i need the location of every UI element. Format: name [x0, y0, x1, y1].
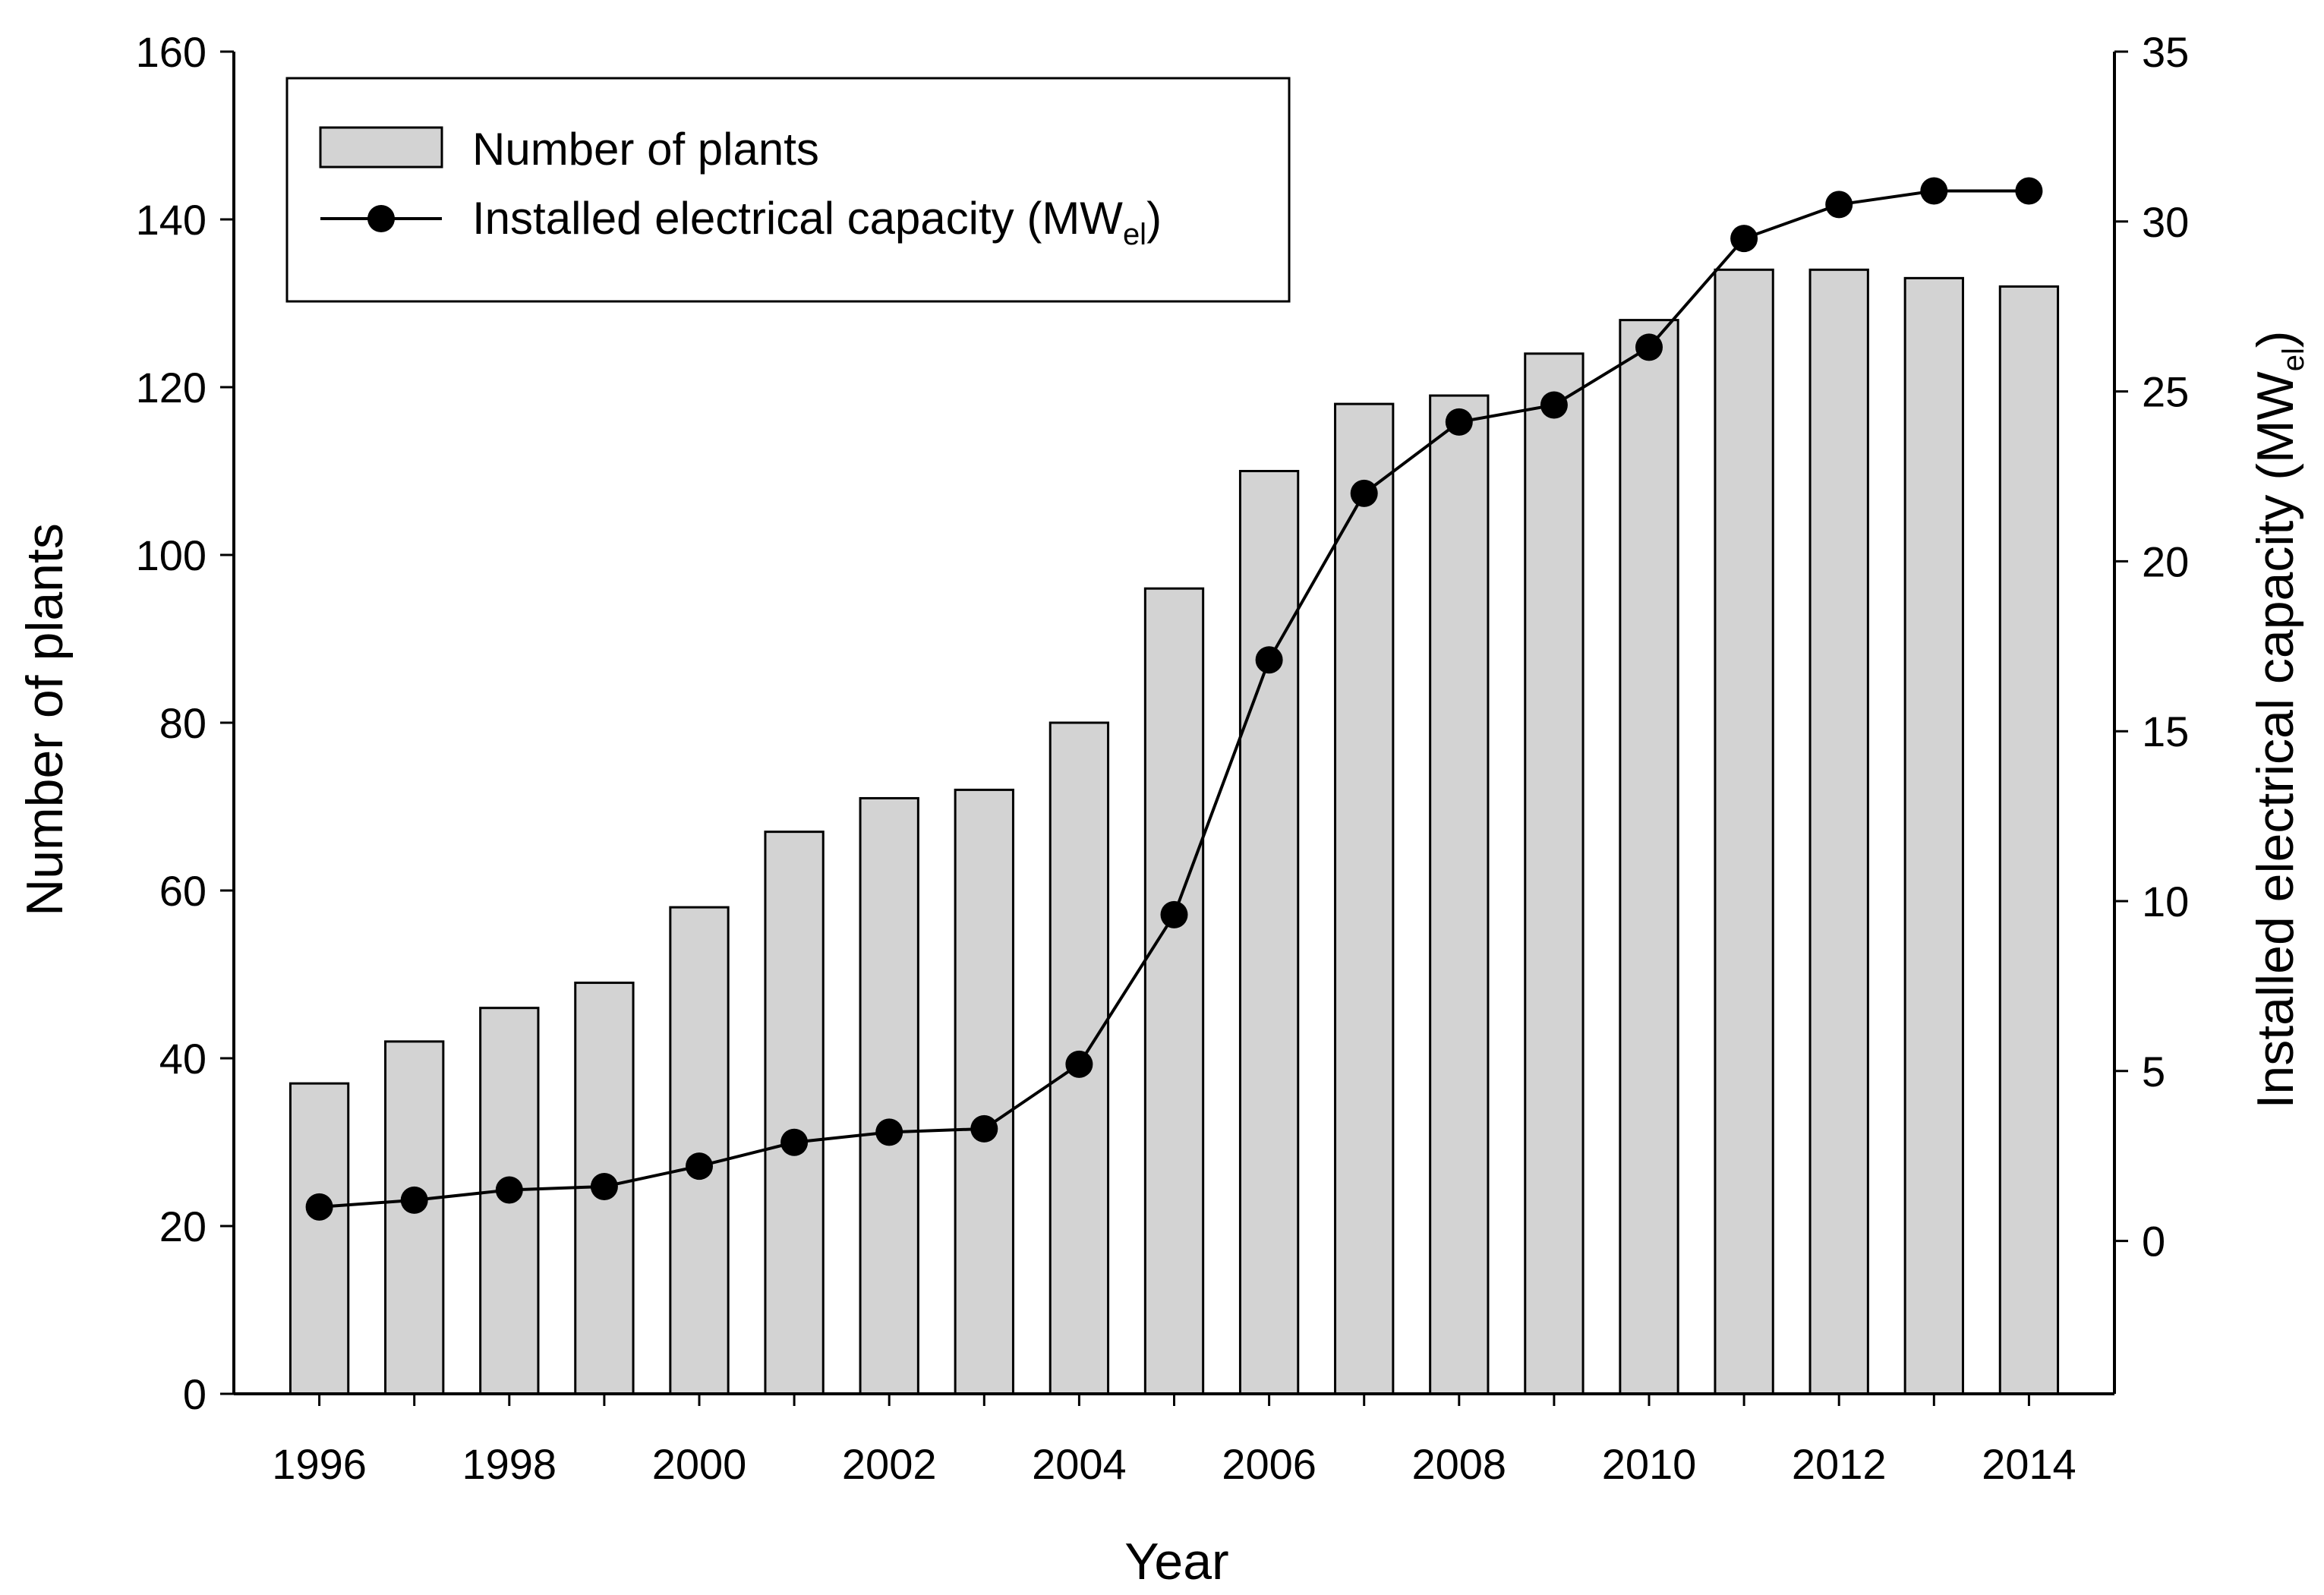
- y2-tick-label-20: 20: [2142, 537, 2189, 585]
- capacity-point-2003: [970, 1114, 998, 1143]
- bar-1997: [384, 1040, 445, 1395]
- capacity-point-2012: [1825, 191, 1853, 219]
- legend-line-marker: [367, 205, 395, 232]
- capacity-point-1997: [400, 1186, 428, 1214]
- x-tick-label-2006: 2006: [1222, 1440, 1317, 1488]
- capacity-point-1996: [305, 1193, 333, 1221]
- bar-2011: [1714, 268, 1774, 1395]
- y2-tick-label-25: 25: [2142, 368, 2189, 416]
- capacity-point-2006: [1255, 646, 1283, 674]
- x-axis-ticks: 1996 1998 2000 2002 2004 2006 2008 2010 2012 2014: [272, 1394, 2076, 1488]
- y2-axis-title: Installed electrical capacity (MWel): [2247, 331, 2310, 1109]
- y-tick-label-20: 20: [159, 1203, 207, 1250]
- legend-bar-swatch: [319, 126, 443, 169]
- legend-line-label-sub: el: [1123, 218, 1146, 251]
- capacity-point-2004: [1065, 1050, 1093, 1078]
- legend: Number of plants Installed electrical ca…: [285, 77, 1291, 303]
- y2-axis-title-close: ): [2247, 331, 2304, 348]
- y2-tick-label-10: 10: [2142, 878, 2189, 925]
- bar-group: [289, 268, 2060, 1395]
- y2-tick-label-5: 5: [2142, 1048, 2165, 1095]
- y2-axis-title-main: Installed electrical capacity (MW: [2247, 371, 2304, 1108]
- y2-tick-label-35: 35: [2142, 28, 2189, 76]
- y2-tick-label-15: 15: [2142, 708, 2189, 755]
- capacity-point-2011: [1730, 225, 1758, 253]
- bar-2008: [1429, 394, 1490, 1395]
- capacity-point-2008: [1445, 408, 1473, 436]
- legend-box: [285, 77, 1291, 303]
- capacity-point-1999: [590, 1172, 618, 1200]
- y2-axis-title-sub: el: [2277, 348, 2310, 371]
- x-tick-label-2000: 2000: [652, 1440, 747, 1488]
- capacity-point-2000: [685, 1152, 713, 1180]
- y-tick-label-60: 60: [159, 867, 207, 915]
- y-tick-label-40: 40: [159, 1035, 207, 1083]
- bar-2007: [1334, 402, 1395, 1395]
- x-tick-label-2008: 2008: [1412, 1440, 1507, 1488]
- capacity-point-1998: [495, 1176, 523, 1204]
- bar-1996: [289, 1082, 350, 1395]
- bar-2010: [1619, 319, 1679, 1395]
- capacity-point-2005: [1160, 900, 1188, 928]
- y-tick-label-120: 120: [136, 364, 207, 411]
- capacity-point-2010: [1635, 333, 1663, 361]
- x-tick-label-2010: 2010: [1602, 1440, 1697, 1488]
- bar-2013: [1903, 276, 1964, 1395]
- bar-2006: [1238, 470, 1300, 1395]
- bar-2003: [954, 788, 1014, 1395]
- x-tick-label-2002: 2002: [842, 1440, 937, 1488]
- capacity-point-2013: [1920, 177, 1948, 205]
- bar-2000: [669, 906, 730, 1395]
- bar-2009: [1524, 352, 1585, 1395]
- capacity-line-group: [305, 177, 2043, 1221]
- y-axis-ticks: 0 20 40 60 80 100 120 140 160: [136, 28, 234, 1418]
- y-tick-label-160: 160: [136, 28, 207, 76]
- x-tick-label-2004: 2004: [1032, 1440, 1127, 1488]
- y-tick-label-80: 80: [159, 699, 207, 747]
- y-tick-label-0: 0: [183, 1370, 207, 1418]
- legend-line-label-close: ): [1146, 193, 1162, 244]
- capacity-point-2002: [875, 1118, 903, 1146]
- y-axis-title: Number of plants: [16, 523, 74, 916]
- capacity-point-2007: [1350, 479, 1378, 507]
- bar-2014: [1998, 285, 2060, 1395]
- y2-tick-label-30: 30: [2142, 198, 2189, 246]
- legend-line-label: Installed electrical capacity (MWel): [472, 193, 1162, 251]
- x-tick-label-2012: 2012: [1792, 1440, 1887, 1488]
- x-tick-label-1998: 1998: [462, 1440, 557, 1488]
- y-tick-label-140: 140: [136, 196, 207, 244]
- y2-tick-label-0: 0: [2142, 1218, 2165, 1266]
- bar-2001: [764, 831, 825, 1395]
- y-tick-label-100: 100: [136, 531, 207, 579]
- bar-2005: [1143, 587, 1205, 1395]
- legend-line-label-main: Installed electrical capacity (MW: [472, 193, 1123, 244]
- x-tick-label-2014: 2014: [1982, 1440, 2076, 1488]
- capacity-point-2001: [780, 1128, 809, 1156]
- bar-2002: [859, 796, 919, 1395]
- capacity-point-2014: [2015, 177, 2043, 205]
- x-axis-title: Year: [1124, 1533, 1228, 1590]
- legend-bar-label: Number of plants: [472, 124, 819, 175]
- capacity-point-2009: [1540, 391, 1568, 419]
- y2-axis-ticks: 0 5 10 15 20 25 30 35: [2114, 28, 2189, 1266]
- x-tick-label-1996: 1996: [272, 1440, 367, 1488]
- bar-2012: [1808, 268, 1869, 1395]
